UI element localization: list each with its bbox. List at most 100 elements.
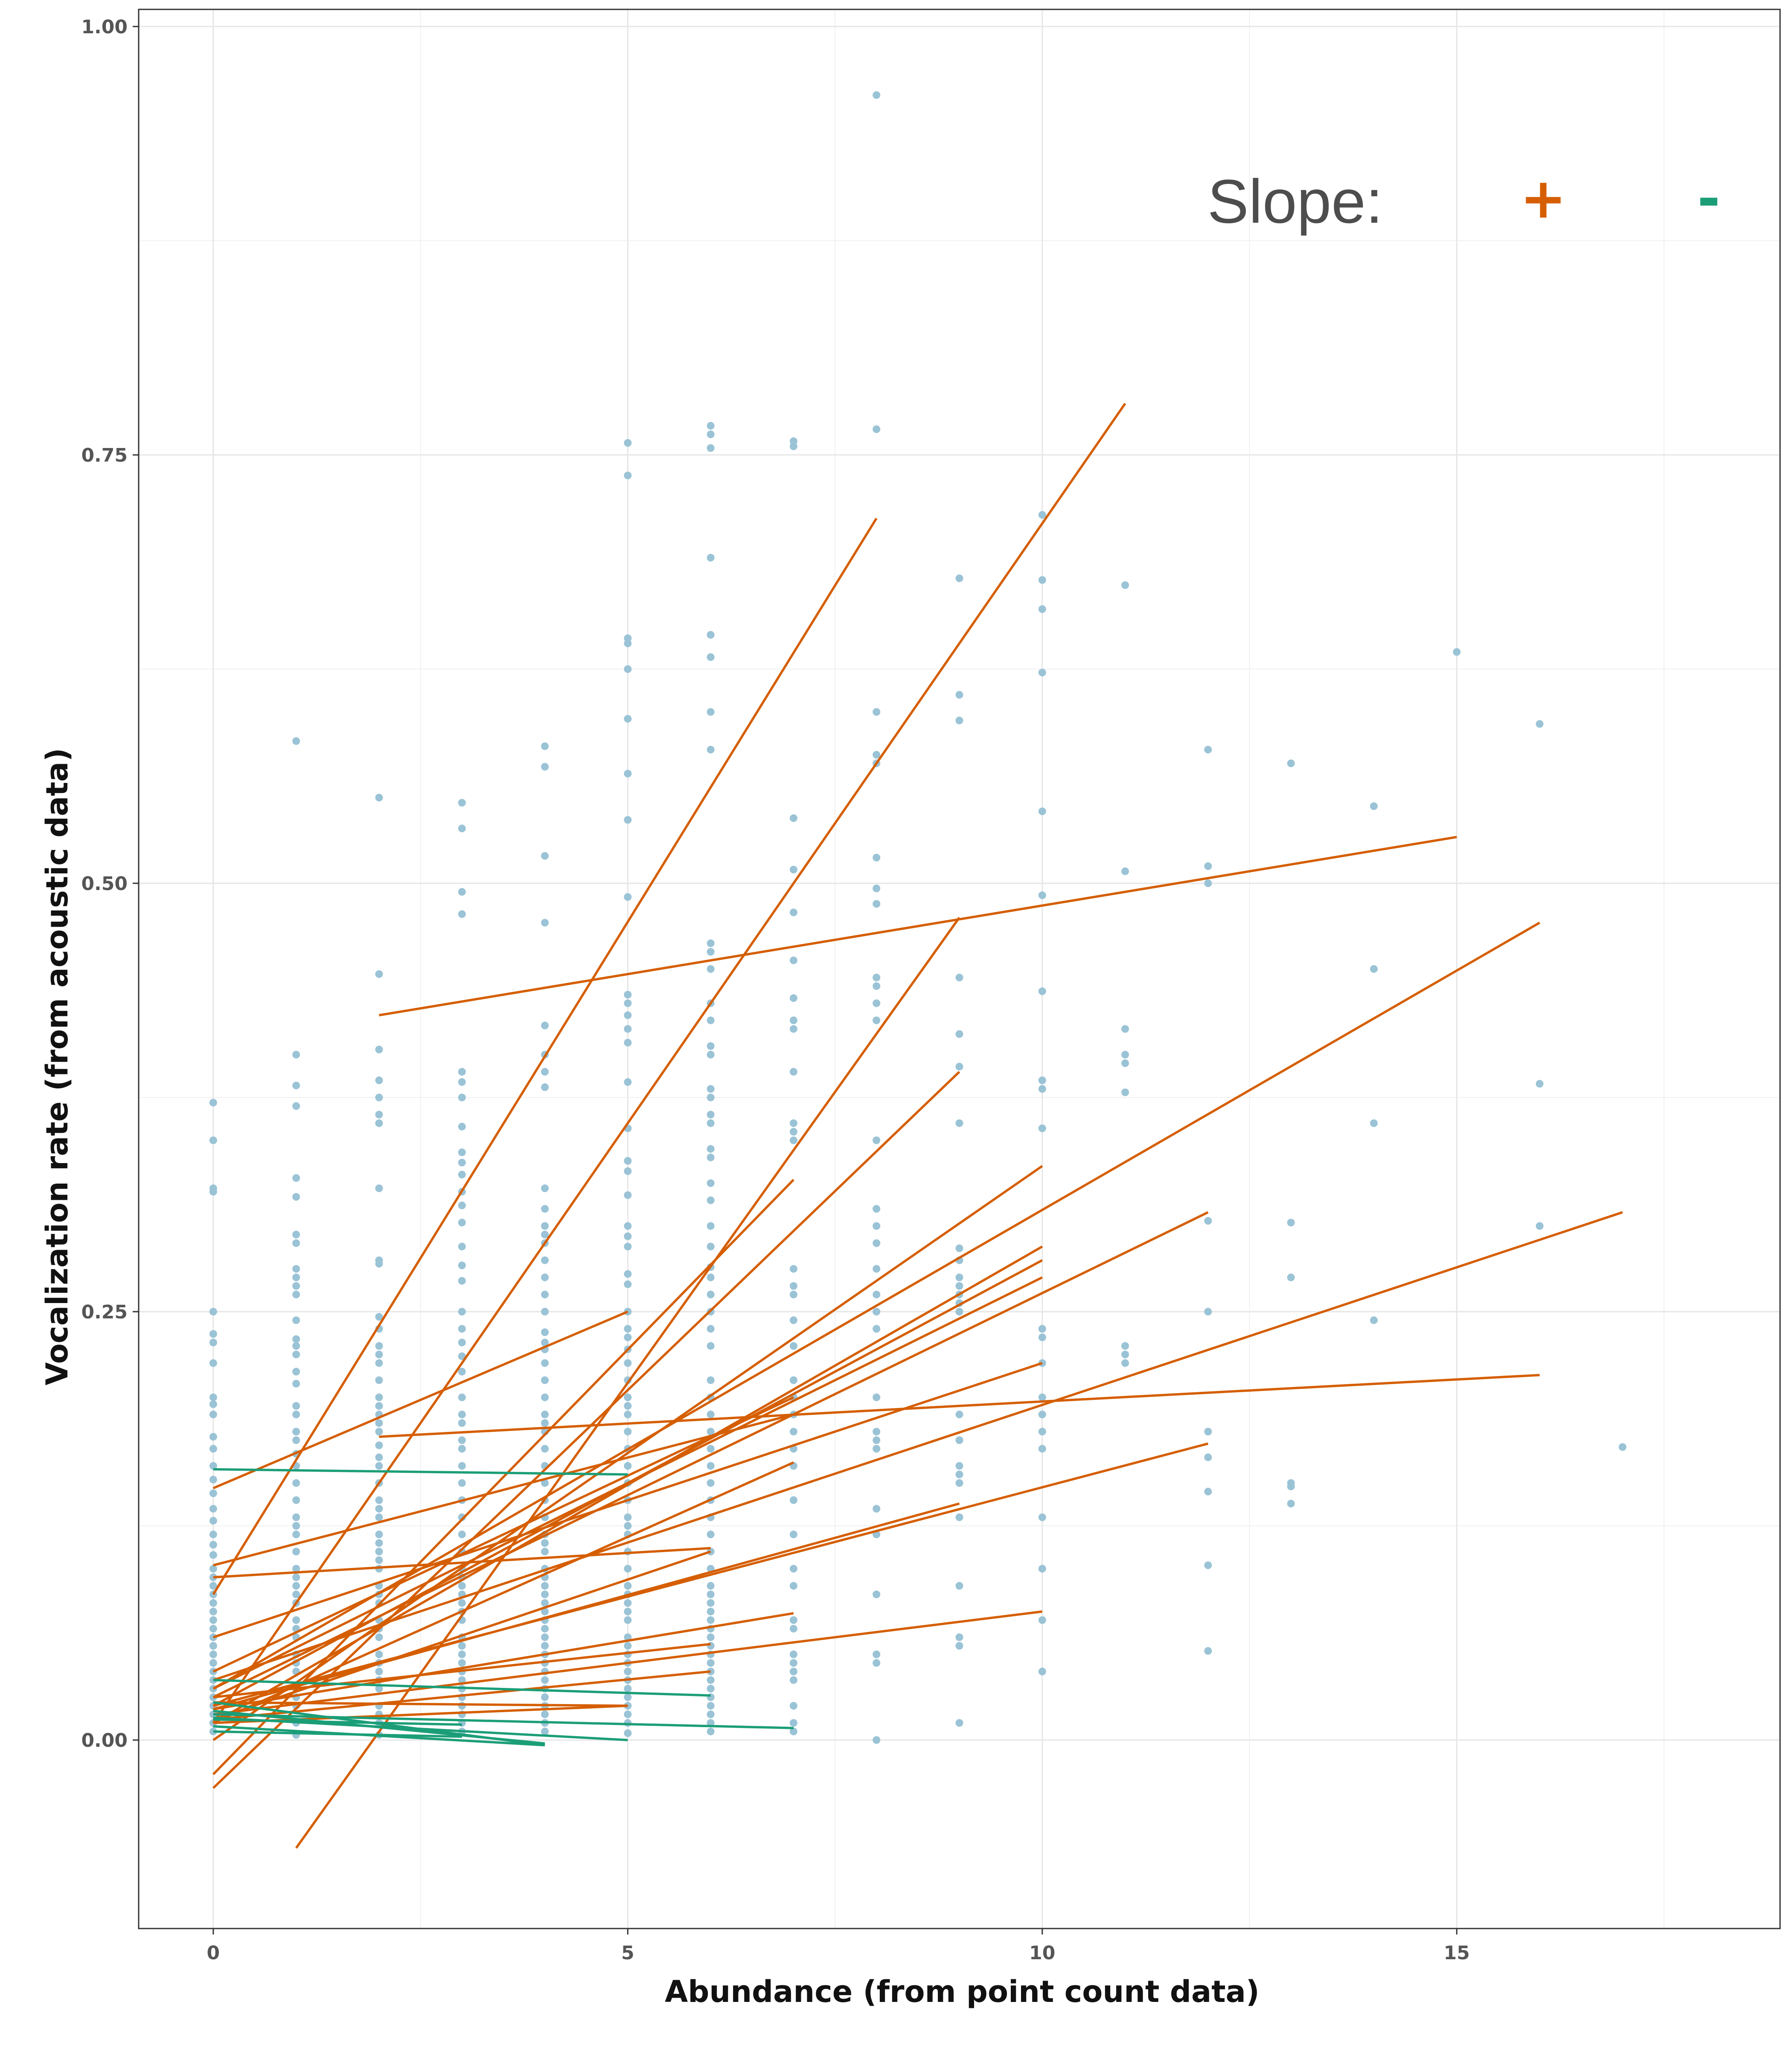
data-point — [209, 1505, 217, 1513]
data-point — [624, 1693, 632, 1701]
data-point — [707, 1325, 715, 1333]
data-point — [707, 1684, 715, 1693]
data-point — [707, 1599, 715, 1607]
data-point — [624, 893, 632, 901]
data-point — [624, 1359, 632, 1367]
data-point — [209, 1650, 217, 1658]
data-point — [624, 1565, 632, 1573]
regression-line-positive — [212, 922, 1540, 1690]
ticks-layer: 0 5 10 15 0.00 0.25 0.50 0.75 1.00 — [81, 16, 1469, 1964]
data-point — [541, 1256, 549, 1264]
data-point — [458, 1599, 466, 1607]
data-point — [624, 1616, 632, 1624]
data-point — [541, 1308, 549, 1316]
data-point — [1204, 1428, 1212, 1436]
data-point — [707, 1153, 715, 1161]
data-point — [707, 708, 715, 716]
regression-line-positive — [212, 1071, 960, 1789]
data-point — [873, 1393, 881, 1402]
legend-positive-symbol: + — [1520, 166, 1567, 231]
data-point — [292, 1411, 300, 1419]
data-point — [1536, 1080, 1544, 1088]
data-point — [873, 1325, 881, 1333]
data-point — [292, 1573, 300, 1581]
data-point — [541, 1411, 549, 1419]
data-point — [541, 852, 549, 860]
data-point — [789, 1530, 797, 1539]
data-point — [458, 1513, 466, 1521]
data-point — [1370, 1316, 1378, 1324]
data-point — [955, 716, 963, 724]
data-point — [375, 1496, 383, 1504]
data-point — [955, 1119, 963, 1127]
data-point — [789, 814, 797, 822]
x-tick-label: 15 — [1444, 1942, 1470, 1964]
data-point — [955, 1582, 963, 1590]
regression-line-negative — [213, 1718, 462, 1726]
data-point — [292, 1530, 300, 1539]
data-point — [624, 1599, 632, 1607]
regression-line-positive — [379, 836, 1457, 1017]
data-point — [955, 574, 963, 582]
data-point — [375, 1313, 383, 1321]
regression-line-positive — [213, 1612, 794, 1711]
data-point — [292, 1496, 300, 1504]
data-point — [292, 1590, 300, 1598]
data-point — [375, 970, 383, 978]
data-point — [375, 1184, 383, 1193]
data-point — [707, 1633, 715, 1641]
data-point — [707, 1273, 715, 1281]
data-point — [292, 1193, 300, 1201]
data-point — [375, 1359, 383, 1367]
data-point — [955, 1642, 963, 1650]
data-point — [209, 1338, 217, 1347]
data-point — [624, 1608, 632, 1616]
data-point — [292, 1174, 300, 1182]
data-point — [209, 1517, 217, 1525]
data-point — [209, 1551, 217, 1559]
regression-line-positive — [212, 518, 878, 1595]
data-point — [789, 1016, 797, 1024]
data-point — [209, 1462, 217, 1470]
data-point — [789, 1719, 797, 1727]
data-point — [1204, 1217, 1212, 1225]
regression-line-positive — [212, 1396, 794, 1673]
data-point — [789, 1068, 797, 1076]
data-point — [1121, 1050, 1129, 1059]
data-point — [789, 1702, 797, 1710]
data-point — [624, 1522, 632, 1530]
data-point — [541, 1539, 549, 1547]
data-point — [624, 770, 632, 778]
data-point — [707, 430, 715, 438]
data-point — [292, 1582, 300, 1590]
data-point — [1038, 669, 1046, 677]
data-point — [1121, 1359, 1129, 1367]
data-point — [292, 1565, 300, 1573]
data-point — [873, 1205, 881, 1213]
data-point — [624, 1513, 632, 1521]
data-point — [458, 1219, 466, 1227]
data-point — [789, 994, 797, 1002]
data-point — [1618, 1443, 1626, 1451]
data-point — [873, 974, 881, 982]
data-point — [873, 1291, 881, 1299]
data-point — [209, 1400, 217, 1408]
data-point — [375, 1393, 383, 1402]
data-point — [541, 1599, 549, 1607]
data-point — [541, 1445, 549, 1453]
data-point — [458, 1676, 466, 1684]
data-point — [292, 1428, 300, 1436]
regression-line-positive — [212, 1461, 794, 1724]
data-point — [458, 1158, 466, 1167]
data-point — [624, 471, 632, 480]
regression-line-positive — [213, 1547, 711, 1579]
data-point — [873, 1428, 881, 1436]
data-point — [624, 991, 632, 999]
data-point — [707, 1342, 715, 1350]
data-point — [209, 1582, 217, 1590]
data-point — [707, 631, 715, 639]
data-point — [707, 1590, 715, 1598]
data-point — [789, 1659, 797, 1667]
data-point — [458, 1338, 466, 1347]
data-point — [458, 1094, 466, 1102]
